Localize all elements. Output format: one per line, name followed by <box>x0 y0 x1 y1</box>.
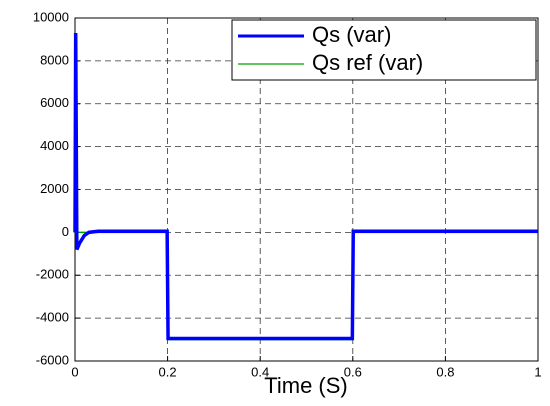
y-tick-label: -6000 <box>36 352 69 367</box>
x-tick-label: 0 <box>71 364 78 379</box>
legend-box <box>231 19 537 81</box>
x-tick-label: 1 <box>534 364 541 379</box>
legend-label: Qs ref (var) <box>312 50 423 75</box>
y-tick-label: 8000 <box>40 52 69 67</box>
y-tick-label: 2000 <box>40 181 69 196</box>
series-line <box>73 32 538 341</box>
y-tick-label: 4000 <box>40 138 69 153</box>
y-tick-label: 0 <box>62 224 69 239</box>
y-tick-label: -2000 <box>36 267 69 282</box>
x-tick-label: 0.6 <box>344 364 362 379</box>
x-tick-label: 0.4 <box>251 364 269 379</box>
x-tick-label: 0.2 <box>159 364 177 379</box>
legend-label: Qs (var) <box>312 22 391 47</box>
y-tick-label: 6000 <box>40 95 69 110</box>
y-tick-label: -4000 <box>36 310 69 325</box>
x-axis-label: Time (S) <box>264 373 348 398</box>
x-tick-label: 0.8 <box>436 364 454 379</box>
y-tick-label: 10000 <box>33 9 69 24</box>
